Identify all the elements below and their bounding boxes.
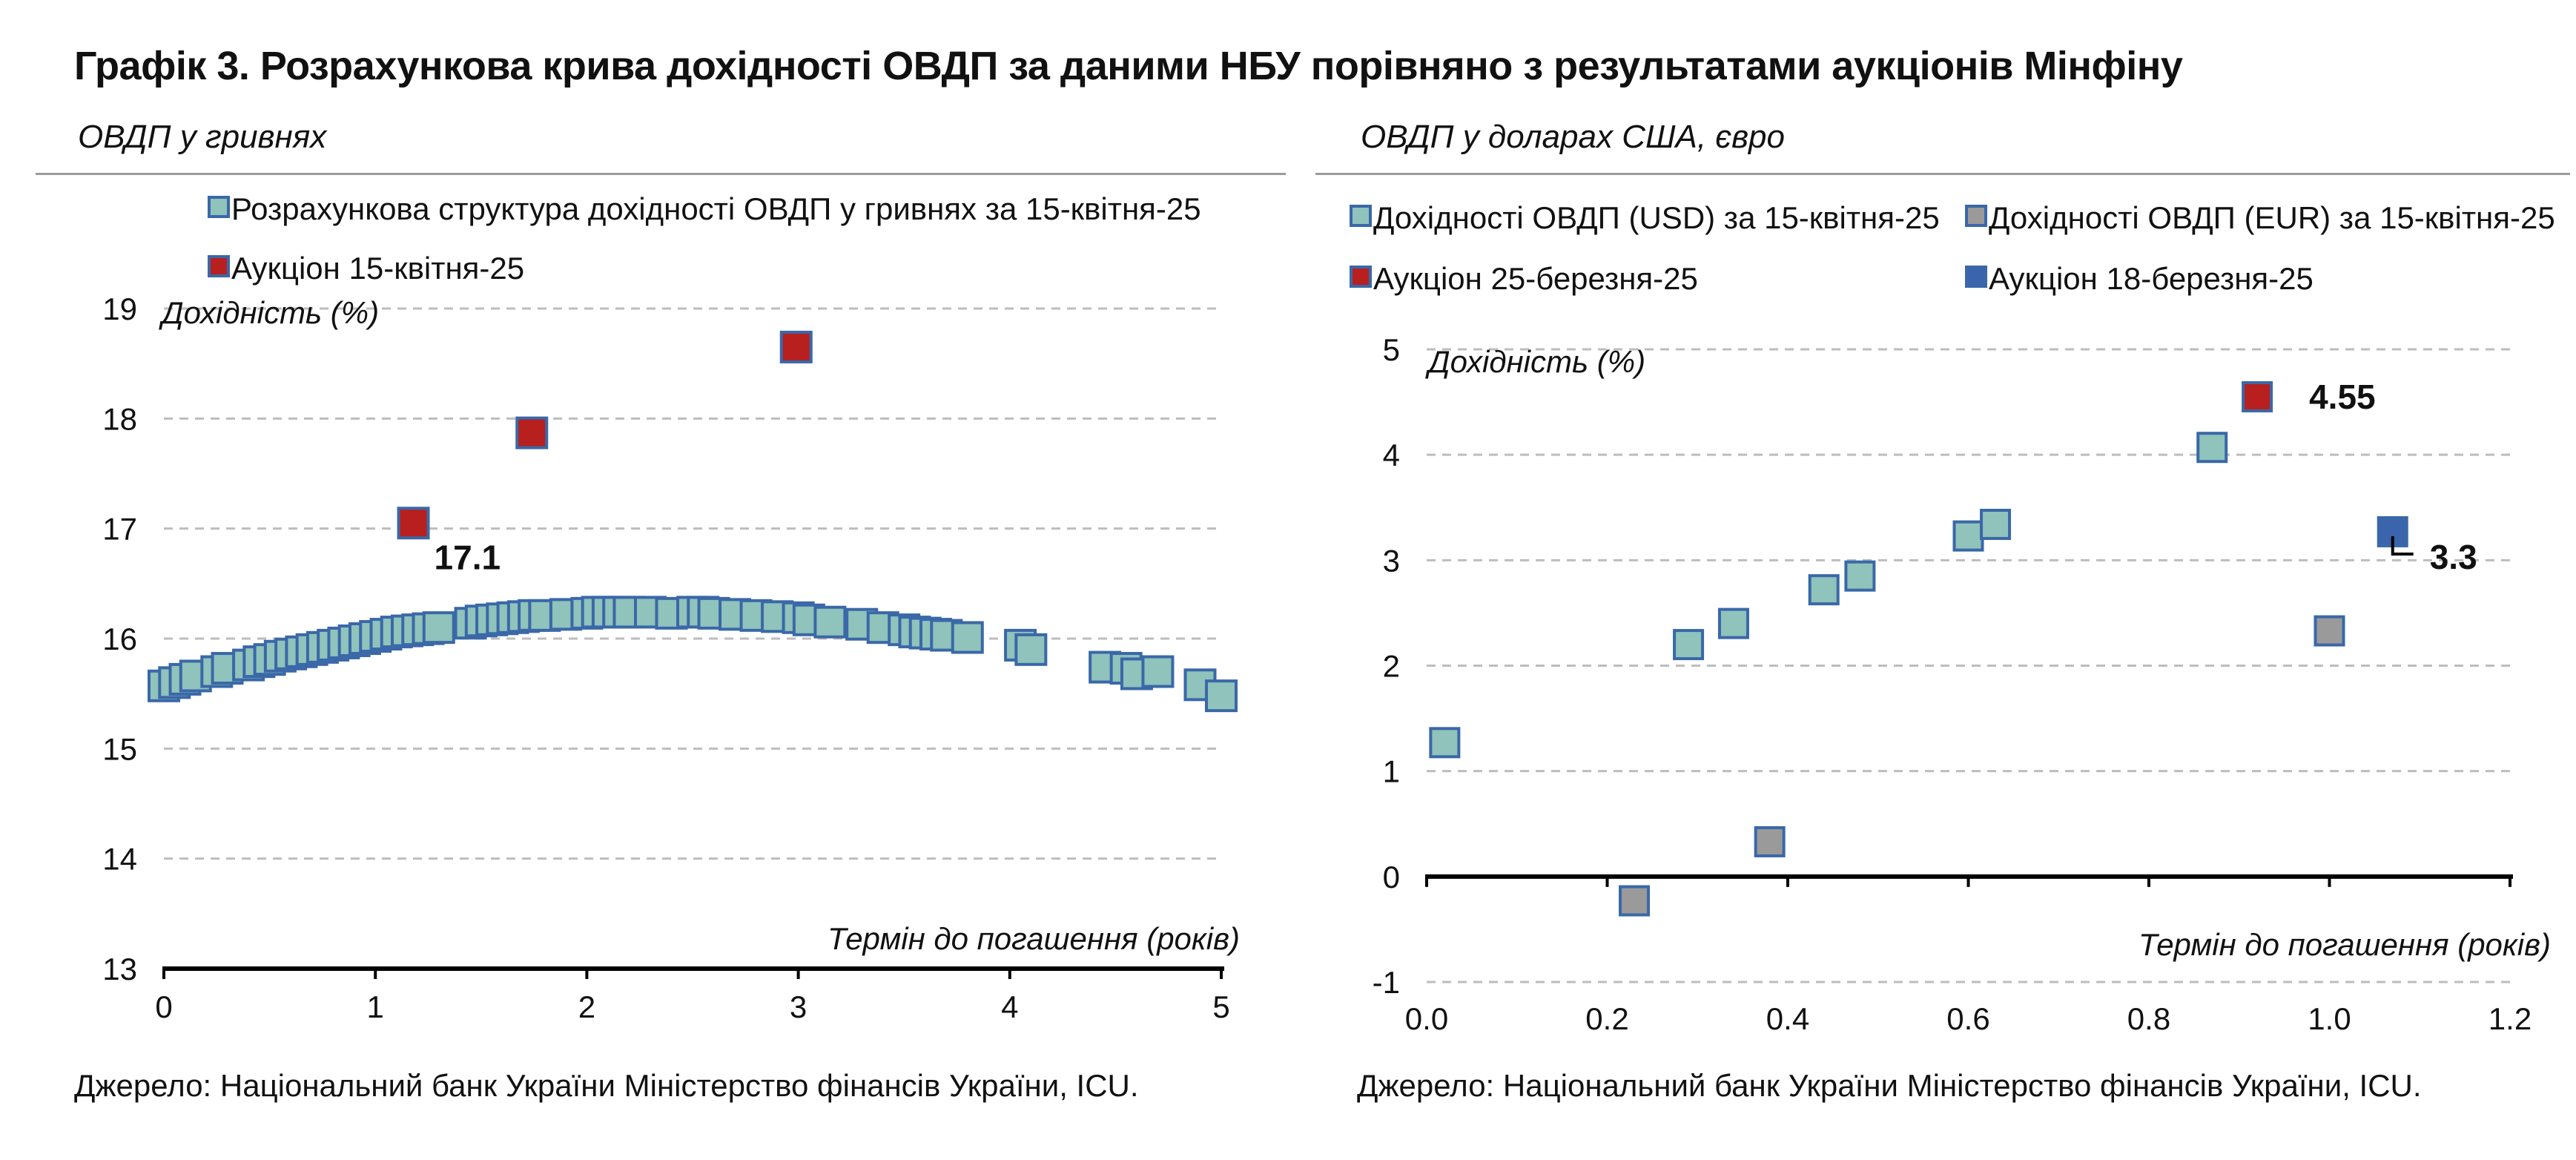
yield-curve-point bbox=[1205, 679, 1238, 713]
x-axis-title: Термін до погашення (років) bbox=[828, 921, 1240, 956]
right-yield-chart: -1 0 1 2 3 4 5 0.0 0.2 0.4 0.6 0.8 1.0 1.2 Дохідність … bbox=[1350, 200, 2555, 1036]
data-label-leader bbox=[2391, 535, 2414, 556]
yield-curve-point bbox=[1980, 508, 2012, 540]
y-tick-label: -1 bbox=[1373, 965, 1400, 1000]
yield-curve-point bbox=[813, 605, 847, 639]
data-label: 3.3 bbox=[2430, 538, 2477, 576]
x-tick-label: 0.4 bbox=[1766, 1001, 1809, 1036]
x-tick-label: 0 bbox=[155, 989, 172, 1024]
yield-curve-point bbox=[1808, 574, 1840, 606]
yield-curve-point bbox=[1014, 633, 1048, 666]
x-tick-label: 1 bbox=[367, 989, 384, 1024]
chart-title: Графік 3. Розрахункова крива дохідності … bbox=[74, 44, 2183, 88]
y-tick-label: 17 bbox=[102, 512, 137, 547]
legend-label: Аукціон 25-березня-25 bbox=[1373, 261, 1698, 296]
legend-label: Аукціон 15-квітня-25 bbox=[231, 251, 524, 286]
y-tick-label: 5 bbox=[1383, 332, 1400, 367]
yield-curve-point bbox=[422, 611, 455, 645]
y-tick-label: 18 bbox=[102, 401, 137, 436]
yield-curve-point bbox=[2196, 432, 2228, 464]
right-source-note: Джерело: Національний банк України Мініс… bbox=[1357, 1068, 2422, 1103]
yield-curve-point bbox=[1141, 655, 1175, 688]
y-tick-label: 14 bbox=[102, 842, 137, 877]
y-tick-label: 2 bbox=[1383, 649, 1400, 684]
yield-curve-point bbox=[1952, 520, 1984, 552]
legend-marker bbox=[1965, 266, 1987, 288]
auction-point bbox=[2242, 380, 2273, 412]
yield-curve-point bbox=[1844, 560, 1876, 592]
yield-curve-point bbox=[1673, 629, 1705, 661]
auction-point bbox=[397, 507, 430, 540]
legend-marker bbox=[1965, 205, 1987, 227]
eur-yield-point bbox=[2314, 615, 2345, 647]
y-tick-label: 13 bbox=[102, 952, 137, 986]
data-label: 17.1 bbox=[435, 538, 501, 576]
legend-marker bbox=[1350, 266, 1372, 288]
x-tick-label: 2 bbox=[578, 989, 595, 1024]
data-label: 4.55 bbox=[2309, 378, 2376, 416]
y-tick-label: 3 bbox=[1383, 543, 1400, 578]
left-panel-subtitle: ОВДП у гривнях bbox=[78, 119, 327, 155]
legend-marker bbox=[208, 255, 230, 277]
legend-label: Дохідності ОВДП (EUR) за 15-квітня-25 bbox=[1989, 200, 2555, 235]
x-tick-label: 0.8 bbox=[2127, 1001, 2170, 1036]
y-axis-title: Дохідність (%) bbox=[1425, 344, 1645, 379]
y-tick-label: 1 bbox=[1383, 754, 1400, 789]
eur-yield-point bbox=[1754, 825, 1786, 857]
y-tick-label: 4 bbox=[1383, 438, 1400, 472]
x-tick-label: 0.0 bbox=[1405, 1001, 1448, 1036]
y-tick-label: 0 bbox=[1383, 860, 1400, 894]
y-tick-label: 15 bbox=[102, 731, 137, 766]
yield-curve-point bbox=[951, 621, 984, 654]
legend-label: Аукціон 18-березня-25 bbox=[1989, 261, 2314, 296]
y-axis-title: Дохідність (%) bbox=[159, 295, 379, 330]
x-tick-label: 3 bbox=[790, 989, 807, 1024]
x-axis-title: Термін до погашення (років) bbox=[2139, 927, 2551, 962]
x-tick-label: 1.0 bbox=[2308, 1001, 2351, 1036]
x-tick-label: 0.6 bbox=[1946, 1001, 1989, 1036]
left-source-note: Джерело: Національний банк України Мініс… bbox=[74, 1068, 1139, 1103]
right-panel-rule bbox=[1315, 173, 2570, 175]
legend-marker bbox=[208, 196, 230, 218]
auction-point bbox=[779, 330, 813, 363]
right-panel-subtitle: ОВДП у доларах США, євро bbox=[1361, 119, 1785, 155]
eur-yield-point bbox=[1619, 885, 1651, 917]
legend-label: Розрахункова структура дохідності ОВДП у… bbox=[231, 191, 1201, 226]
left-panel-rule bbox=[36, 173, 1286, 175]
legend-label: Дохідності ОВДП (USD) за 15-квітня-25 bbox=[1373, 200, 1940, 235]
x-tick-label: 5 bbox=[1212, 989, 1229, 1024]
y-tick-label: 19 bbox=[102, 291, 137, 326]
yield-curve-point bbox=[1717, 607, 1749, 639]
auction-point bbox=[515, 416, 549, 449]
legend-marker bbox=[1350, 205, 1372, 227]
left-yield-chart: 13 14 15 16 17 18 19 0 1 2 3 4 5 Дохідність (%) Термін… bbox=[102, 191, 1240, 1024]
x-tick-label: 1.2 bbox=[2489, 1001, 2532, 1036]
x-tick-label: 4 bbox=[1001, 989, 1018, 1024]
y-tick-label: 16 bbox=[102, 622, 137, 656]
x-tick-label: 0.2 bbox=[1585, 1001, 1628, 1036]
yield-curve-point bbox=[1429, 727, 1461, 759]
